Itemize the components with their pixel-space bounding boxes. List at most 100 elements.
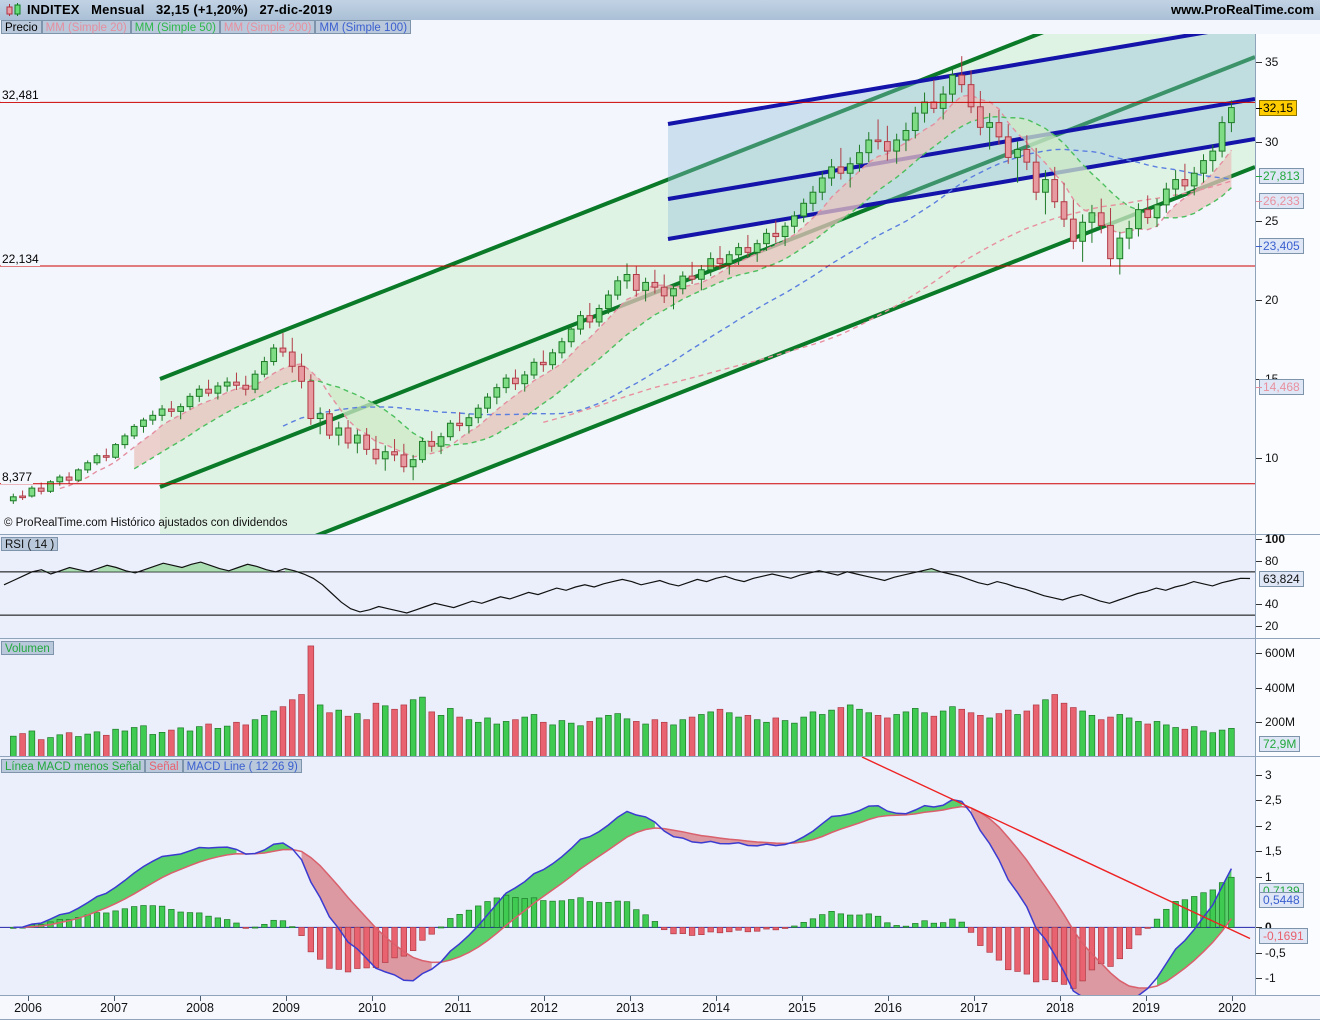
volume-bar[interactable] [103,734,110,757]
volume-bar[interactable] [577,725,584,757]
blue-channel-line-1[interactable] [667,97,1255,201]
macd-histogram-bar[interactable] [158,905,166,928]
volume-bar[interactable] [37,739,45,757]
candlestick[interactable] [512,369,519,391]
volume-bar[interactable] [1014,714,1021,757]
macd-histogram-bar[interactable] [940,922,947,928]
macd-histogram-bar[interactable] [707,927,714,933]
candlestick[interactable] [251,370,259,394]
volume-bar[interactable] [967,712,975,757]
candlestick[interactable] [1097,198,1105,234]
candlestick[interactable] [149,410,157,425]
macd-histogram-bar[interactable] [65,919,73,928]
candlestick[interactable] [744,234,752,258]
candlestick[interactable] [1060,182,1068,228]
macd-histogram-bar[interactable] [1070,927,1077,989]
volume-bar[interactable] [1088,715,1096,757]
volume-bar[interactable] [242,724,249,757]
candlestick[interactable] [753,239,761,262]
macd-histogram-bar[interactable] [121,908,129,928]
macd-tag-0[interactable]: Línea MACD menos Señal [1,759,146,773]
macd-histogram-bar[interactable] [1060,927,1068,985]
candlestick[interactable] [1032,147,1040,201]
macd-signal-line[interactable] [13,805,1233,989]
macd-histogram-bar[interactable] [1042,927,1049,981]
green-channel-line-0[interactable] [159,34,1255,381]
macd-histogram-bar[interactable] [772,927,779,931]
volume-bar[interactable] [865,712,872,757]
macd-histogram-bar[interactable] [605,901,612,928]
volume-bar[interactable] [391,708,398,757]
macd-histogram-bar[interactable] [1125,927,1133,949]
macd-histogram-bar[interactable] [1014,927,1021,972]
volume-bar[interactable] [1060,702,1068,757]
volume-bar[interactable] [372,702,380,757]
candlestick[interactable] [763,228,770,251]
volume-bar[interactable] [921,712,928,757]
macd-histogram-bar[interactable] [670,927,677,935]
volume-bar[interactable] [995,713,1003,757]
volume-bar[interactable] [289,699,296,757]
volume-bar[interactable] [605,715,612,757]
candlestick[interactable] [195,385,203,402]
volume-bar[interactable] [651,719,659,757]
macd-histogram-bar[interactable] [865,913,872,928]
blue-channel-line-2[interactable] [667,137,1255,241]
macd-histogram-bar[interactable] [967,927,975,933]
rsi-axis[interactable]: 100 80 40 20 63,824 [1255,532,1320,639]
macd-histogram-bar[interactable] [289,926,296,929]
macd-histogram-bar[interactable] [419,927,426,941]
volume-bar[interactable] [902,711,910,757]
macd-histogram-bar[interactable] [93,912,101,928]
candlestick[interactable] [614,276,622,300]
macd-histogram-bar[interactable] [279,920,287,928]
volume-bar[interactable] [540,721,547,757]
candlestick[interactable] [772,220,780,243]
candlestick[interactable] [828,159,835,186]
volume-bar[interactable] [428,711,435,757]
candlestick[interactable] [298,353,305,389]
macd-histogram-bar[interactable] [847,914,854,928]
volume-bar[interactable] [335,709,342,757]
macd-histogram-bar[interactable] [140,905,147,928]
macd-histogram-bar[interactable] [614,900,621,928]
candlestick[interactable] [326,409,333,440]
volume-bar[interactable] [707,711,714,757]
candlestick[interactable] [949,68,956,103]
macd-histogram-bar[interactable] [958,921,965,928]
candlestick[interactable] [800,198,808,223]
candlestick[interactable] [530,358,538,379]
macd-histogram-bar[interactable] [326,927,333,969]
candlestick[interactable] [502,374,510,394]
volume-bar[interactable] [949,706,956,757]
candlestick[interactable] [1135,203,1142,237]
volume-bar[interactable] [1125,717,1133,757]
volume-bar[interactable] [409,699,417,757]
candlestick[interactable] [883,125,891,161]
volume-bar[interactable] [809,711,817,757]
macd-histogram-bar[interactable] [642,914,649,928]
candlestick[interactable] [75,468,82,482]
macd-histogram-bar[interactable] [75,917,82,928]
candlestick[interactable] [995,109,1003,145]
volume-bar[interactable] [512,719,519,757]
candlestick[interactable] [967,70,975,114]
candlestick[interactable] [1162,182,1170,213]
rsi-plot-area[interactable] [0,535,1255,639]
candlestick[interactable] [623,263,631,289]
macd-histogram-bar[interactable] [530,897,538,928]
volume-bar[interactable] [819,714,826,757]
macd-histogram-bar[interactable] [586,901,593,928]
macd-plot-area[interactable] [0,757,1255,996]
candlestick[interactable] [790,211,798,234]
macd-histogram-bar[interactable] [177,911,184,928]
price-value-box-0[interactable]: 32,15 [1259,99,1298,116]
candlestick[interactable] [670,284,677,310]
macd-histogram-bar[interactable] [1135,927,1142,936]
candlestick[interactable] [660,274,668,303]
volume-bar[interactable] [84,733,91,757]
macd-histogram-bar[interactable] [456,914,463,928]
candlestick[interactable] [1014,141,1021,183]
candlestick[interactable] [651,269,659,294]
macd-histogram-bar[interactable] [103,912,110,928]
